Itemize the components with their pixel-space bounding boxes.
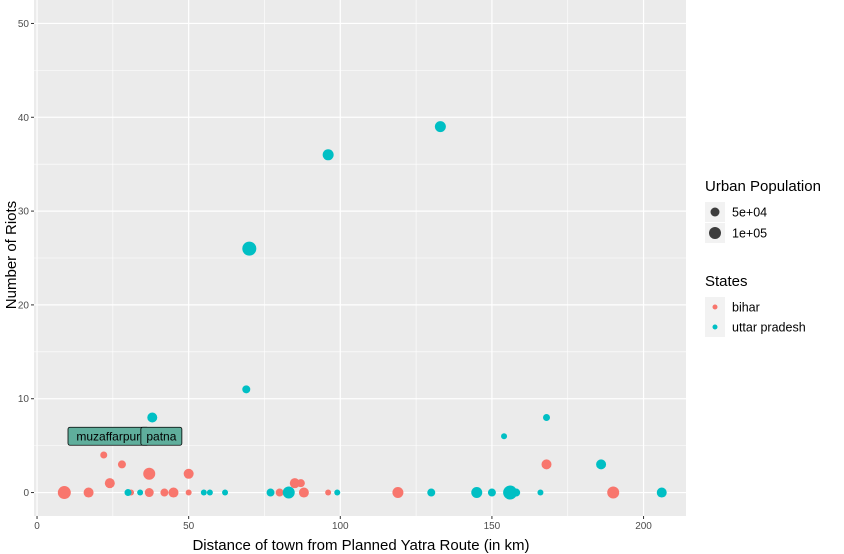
data-point [392,487,404,499]
data-point [147,412,158,423]
grid-minor [34,0,686,516]
data-point [298,487,309,498]
data-point [289,478,300,489]
data-point [117,460,126,469]
legend-states: States bihar uttar pradesh [705,273,806,337]
data-point [434,121,446,133]
y-tick-label: 0 [23,488,29,499]
label-box [140,426,183,446]
grid-major [34,0,686,516]
data-points [57,121,667,500]
x-axis-title: Distance of town from Planned Yatra Rout… [192,537,529,554]
data-point [168,487,179,498]
data-point [124,489,132,497]
label-text: muzaffarpur [76,429,140,443]
x-tick-label: 50 [183,521,195,532]
data-point [656,487,667,498]
data-point [596,459,607,470]
data-point [83,487,94,498]
data-point [543,413,551,421]
data-point [160,488,169,497]
legend-color-swatch [712,304,718,310]
data-point [100,451,108,459]
legend-color-label: uttar pradesh [732,321,806,335]
data-point [275,488,284,497]
point-labels: muzaffarpur patna [67,426,183,446]
data-point [501,433,508,440]
label-text: patna [146,429,176,443]
data-point [222,489,229,496]
data-point [503,485,518,500]
y-tick-label: 50 [18,19,30,30]
legend-color-label: bihar [732,301,760,315]
y-tick-label: 20 [18,300,30,311]
data-point [185,489,192,496]
data-point [183,468,194,479]
legend-size-label: 5e+04 [732,206,767,220]
data-point [427,488,436,497]
legend-size-swatch [710,207,720,217]
legend-urban-population: Urban Population 5e+04 1e+05 [705,178,821,243]
data-point [607,486,620,499]
legend-color-swatch [712,324,718,330]
data-point [144,488,154,498]
legend-color-title: States [705,273,748,290]
x-tick-label: 0 [34,521,40,532]
data-point [57,486,71,500]
data-point [541,459,552,470]
data-point [537,489,544,496]
data-point [137,489,144,496]
x-tick-label: 150 [484,521,501,532]
legend-size-title: Urban Population [705,178,821,195]
data-point [282,486,295,499]
y-tick-label: 30 [18,207,30,218]
data-point [322,149,334,161]
data-point [512,488,521,497]
x-axis-ticks: 0 50 100 150 200 [34,516,652,532]
data-point [206,489,213,496]
legend-size-swatch [709,227,721,239]
data-point [143,467,156,480]
y-axis-ticks: 0 10 20 30 40 50 [18,19,34,499]
data-point [200,489,207,496]
data-point [487,488,496,497]
legend-size-label: 1e+05 [732,227,767,241]
x-tick-label: 100 [332,521,349,532]
data-point [296,479,305,488]
data-point [242,385,251,394]
data-point [325,489,332,496]
x-tick-label: 200 [635,521,652,532]
data-point [242,241,257,256]
y-tick-label: 40 [18,113,30,124]
data-point [266,488,275,497]
data-point [104,478,115,489]
y-axis-title: Number of Riots [3,201,20,309]
data-point [334,489,341,496]
data-point [471,487,483,499]
y-tick-label: 10 [18,394,30,405]
